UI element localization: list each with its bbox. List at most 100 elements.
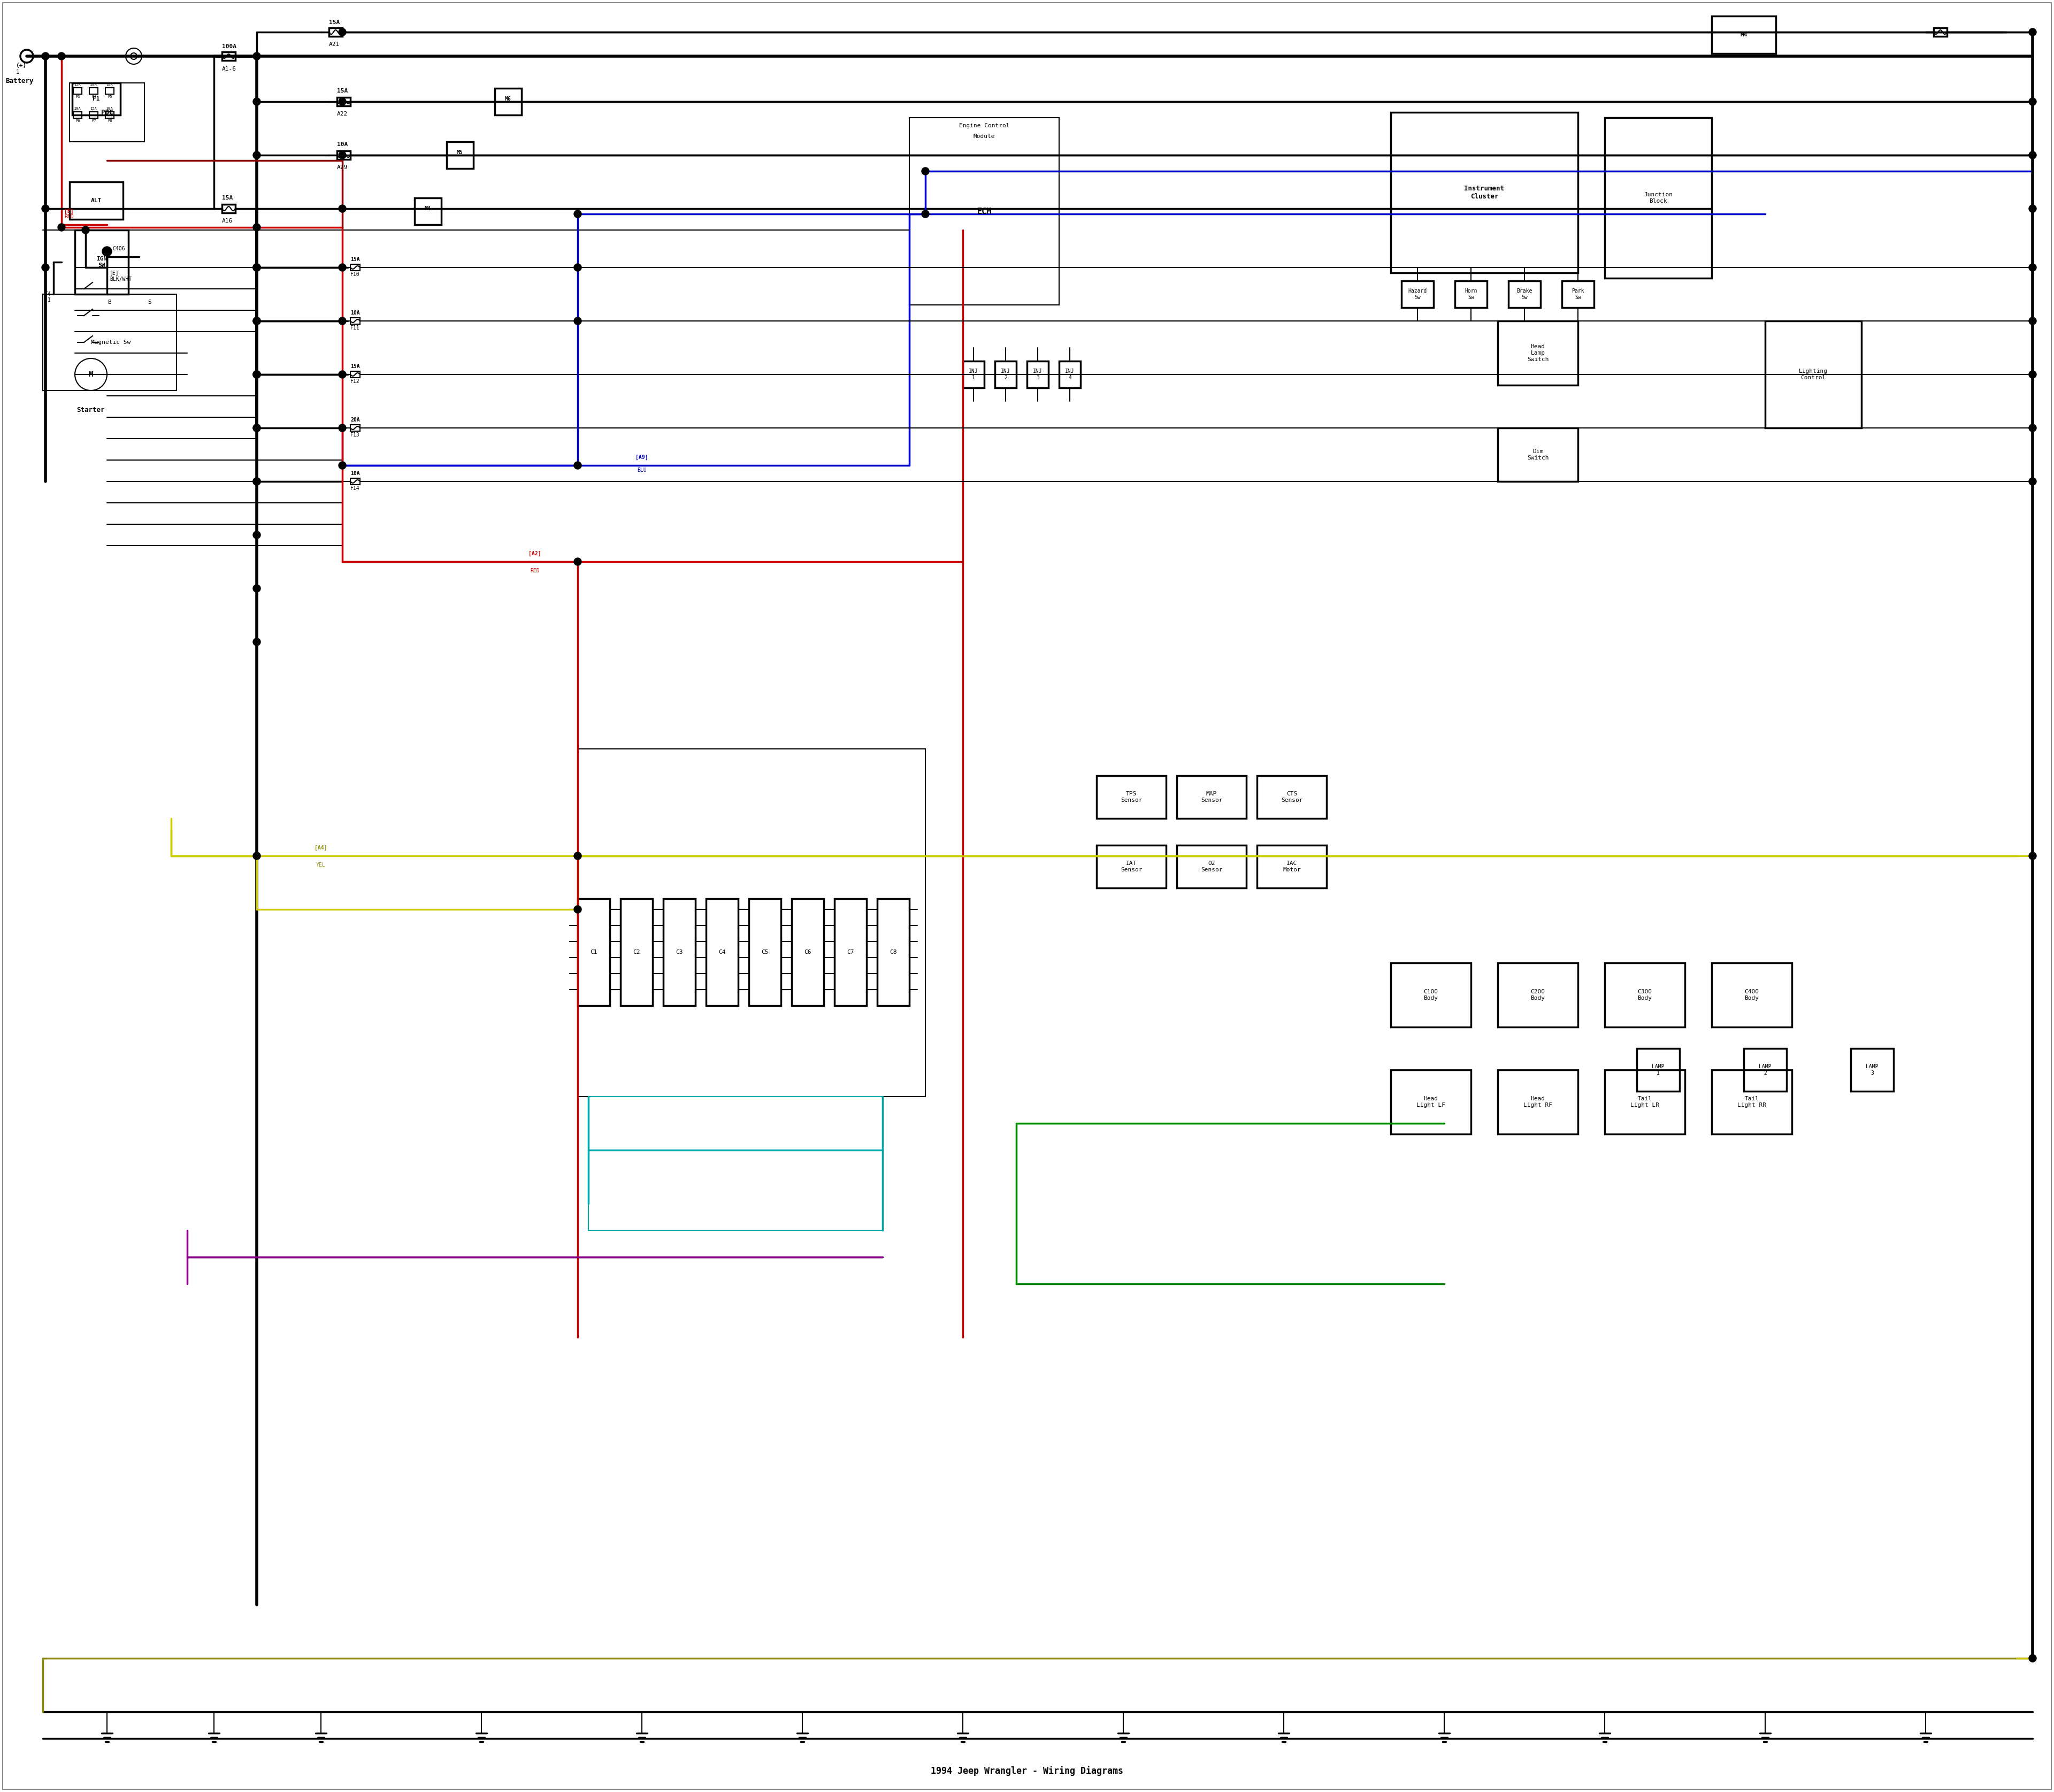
Text: [E]: [E] (64, 208, 74, 213)
Bar (910, 118, 1060, 305)
Text: INJ
4: INJ 4 (1066, 369, 1074, 380)
Text: C1: C1 (589, 950, 598, 955)
Bar (415, 197, 442, 224)
Circle shape (573, 557, 581, 566)
Circle shape (253, 151, 261, 159)
Bar (1561, 281, 1594, 308)
Circle shape (253, 853, 261, 860)
Bar (1604, 1070, 1684, 1134)
Circle shape (253, 263, 261, 271)
Circle shape (339, 204, 345, 213)
Bar (1604, 962, 1684, 1027)
Bar (1604, 118, 1711, 278)
Bar (1764, 321, 1861, 428)
Bar (1391, 113, 1577, 272)
Text: C100
Body: C100 Body (1423, 989, 1438, 1000)
Circle shape (253, 263, 261, 271)
Text: RED: RED (64, 213, 74, 219)
Text: TPS
Sensor: TPS Sensor (1121, 792, 1142, 803)
Text: A1-6: A1-6 (222, 66, 236, 72)
Text: F7: F7 (90, 120, 97, 122)
Circle shape (2029, 425, 2036, 432)
Bar (963, 360, 984, 387)
Bar (351, 317, 359, 324)
Circle shape (573, 263, 581, 271)
Text: S: S (148, 299, 152, 305)
Bar (707, 898, 737, 1005)
Circle shape (41, 204, 49, 213)
Text: F1: F1 (92, 97, 101, 102)
Bar (337, 97, 351, 106)
Text: M4: M4 (425, 206, 431, 211)
Text: Tail
Light RR: Tail Light RR (1738, 1097, 1766, 1107)
Text: F10: F10 (351, 272, 359, 278)
Circle shape (2029, 371, 2036, 378)
Text: C7: C7 (846, 950, 854, 955)
Text: 30A: 30A (107, 108, 113, 109)
Text: Dim
Switch: Dim Switch (1526, 450, 1549, 461)
Bar (329, 29, 343, 36)
Bar (351, 478, 359, 484)
Text: A16: A16 (222, 219, 232, 224)
Text: Lighting
Control: Lighting Control (1799, 369, 1828, 380)
Text: MAP
Sensor: MAP Sensor (1202, 792, 1222, 803)
Text: Park
Sw: Park Sw (1571, 289, 1584, 299)
Text: Magnetic Sw: Magnetic Sw (90, 340, 131, 346)
Text: 15A: 15A (74, 82, 80, 86)
Bar (74, 229, 127, 294)
Bar (1177, 846, 1247, 889)
Text: [A4]: [A4] (314, 846, 327, 851)
Bar (663, 898, 696, 1005)
Text: 10A: 10A (107, 82, 113, 86)
Text: A21: A21 (329, 41, 339, 47)
Circle shape (573, 210, 581, 217)
Bar (70, 82, 144, 142)
Bar (577, 898, 610, 1005)
Text: INJ
3: INJ 3 (1033, 369, 1043, 380)
Circle shape (41, 52, 49, 59)
Bar (587, 1097, 883, 1231)
Text: M: M (88, 371, 92, 378)
Text: C406: C406 (113, 246, 125, 251)
Text: F14: F14 (351, 486, 359, 491)
Text: LAMP
2: LAMP 2 (1758, 1064, 1771, 1075)
Circle shape (2029, 1654, 2036, 1661)
Text: 10A: 10A (337, 142, 347, 147)
Text: 1994 Jeep Wrangler - Wiring Diagrams: 1994 Jeep Wrangler - Wiring Diagrams (930, 1765, 1124, 1776)
Bar (495, 88, 522, 115)
Bar (72, 82, 121, 115)
Text: F3: F3 (76, 95, 80, 99)
Circle shape (2029, 853, 2036, 860)
Circle shape (82, 226, 88, 233)
Text: Head
Lamp
Switch: Head Lamp Switch (1526, 344, 1549, 362)
Circle shape (253, 317, 261, 324)
Circle shape (253, 425, 261, 432)
Text: 1: 1 (16, 70, 21, 75)
Circle shape (2029, 29, 2036, 36)
Circle shape (253, 317, 261, 324)
Bar (1497, 962, 1577, 1027)
Bar (88, 111, 99, 118)
Bar (1744, 1048, 1787, 1091)
Text: C3: C3 (676, 950, 682, 955)
Circle shape (339, 462, 345, 470)
Text: 10A: 10A (351, 310, 359, 315)
Text: CTS
Sensor: CTS Sensor (1282, 792, 1302, 803)
Bar (791, 898, 824, 1005)
Circle shape (573, 905, 581, 914)
Text: Junction
Block: Junction Block (1643, 192, 1672, 204)
Circle shape (2029, 478, 2036, 486)
Text: YEL: YEL (316, 862, 327, 867)
Text: Brake
Sw: Brake Sw (1516, 289, 1532, 299)
Circle shape (253, 263, 261, 271)
Text: 15A: 15A (351, 256, 359, 262)
Text: M6: M6 (505, 97, 511, 102)
Bar (1060, 360, 1080, 387)
Bar (1257, 846, 1327, 889)
Bar (1711, 962, 1791, 1027)
Circle shape (253, 371, 261, 378)
Circle shape (253, 52, 261, 59)
Circle shape (253, 478, 261, 486)
Circle shape (339, 151, 345, 159)
Bar (222, 204, 236, 213)
